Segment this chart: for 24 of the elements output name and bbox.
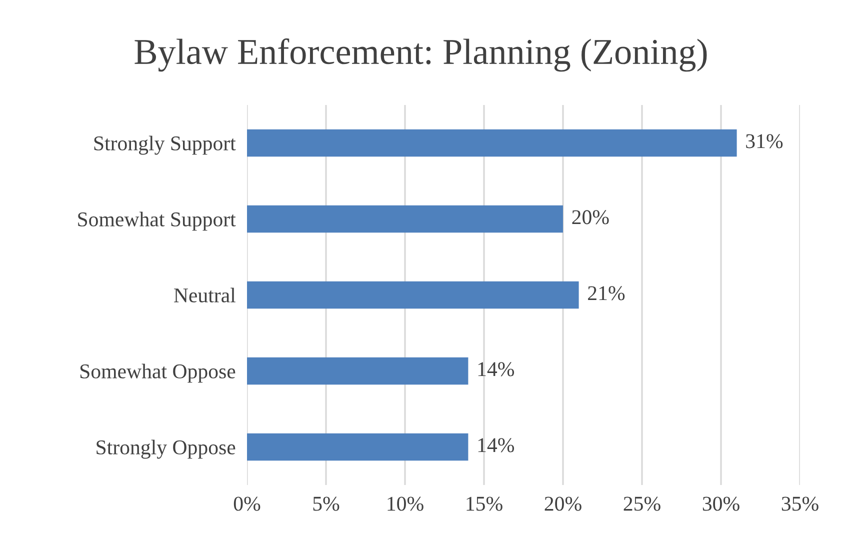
bar xyxy=(247,433,468,461)
data-label: 21% xyxy=(588,286,625,300)
x-tick-label: 5% xyxy=(313,496,340,511)
bar xyxy=(247,205,563,233)
data-label: 20% xyxy=(572,210,609,224)
bar xyxy=(247,129,737,157)
x-tick-label: 25% xyxy=(624,496,660,511)
y-tick-label: Somewhat Oppose xyxy=(80,364,236,383)
x-tick-label: 35% xyxy=(782,496,818,511)
x-tick-label: 30% xyxy=(702,496,740,511)
x-tick-label: 10% xyxy=(388,496,424,511)
y-tick-label: Strongly Oppose xyxy=(96,440,236,459)
y-tick-label: Strongly Support xyxy=(94,136,236,155)
bar xyxy=(247,281,579,309)
x-tick-label: 15% xyxy=(466,496,502,511)
x-tick-label: 20% xyxy=(544,496,582,511)
x-tick-label: 0% xyxy=(234,496,260,511)
data-label: 31% xyxy=(746,134,783,148)
data-label: 14% xyxy=(478,362,514,376)
y-tick-label: Neutral xyxy=(174,288,236,302)
chart-title: Bylaw Enforcement: Planning (Zoning) xyxy=(134,38,707,72)
y-tick-label: Somewhat Support xyxy=(78,212,236,231)
bar xyxy=(247,357,468,385)
data-label: 14% xyxy=(478,438,514,452)
